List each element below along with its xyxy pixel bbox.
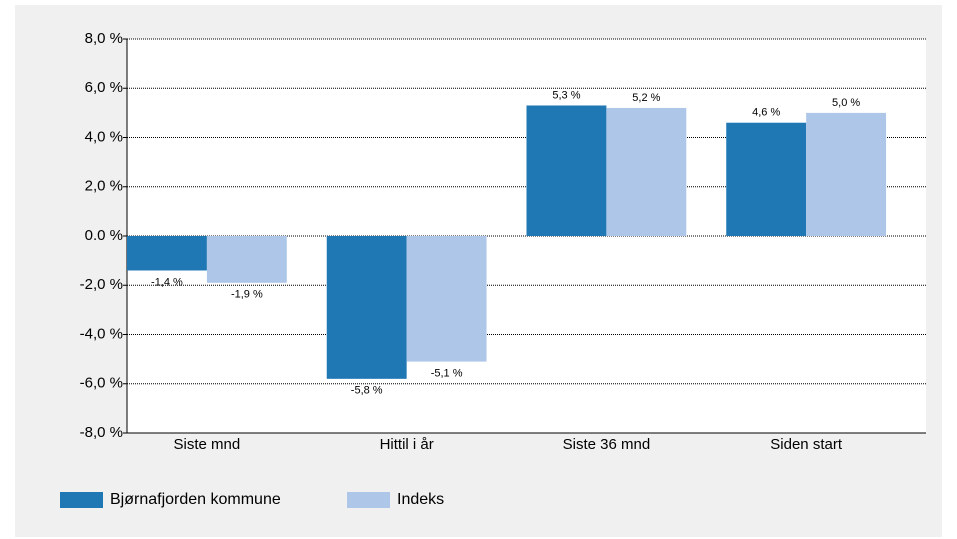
bar (806, 112, 887, 236)
value-label: -1,9 % (231, 289, 263, 301)
x-tick-label: Siste mnd (174, 436, 241, 453)
x-tick-label: Hittil i år (380, 436, 434, 453)
value-label: 4,6 % (752, 107, 780, 119)
value-label: 5,2 % (632, 92, 660, 104)
legend-label: Bjørnafjorden kommune (110, 491, 281, 508)
y-tick-label: -8,0 % (80, 424, 123, 441)
legend-swatch (347, 492, 390, 508)
bar (326, 236, 407, 379)
value-label: 5,3 % (552, 89, 580, 101)
bar (206, 236, 287, 283)
y-tick-label: 8,0 % (85, 30, 123, 47)
bar (406, 236, 487, 362)
y-tick-label: -6,0 % (80, 375, 123, 392)
x-tick-label: Siden start (770, 436, 843, 453)
y-tick-label: -4,0 % (80, 325, 123, 342)
value-label: 5,0 % (832, 97, 860, 109)
y-tick-label: -2,0 % (80, 276, 123, 293)
bar (726, 122, 807, 236)
y-tick-label: 0.0 % (85, 227, 123, 244)
value-label: -5,8 % (351, 385, 383, 397)
legend-swatch (60, 492, 103, 508)
y-tick-label: 6,0 % (85, 79, 123, 96)
y-tick-label: 2,0 % (85, 178, 123, 195)
y-tick-label: 4,0 % (85, 128, 123, 145)
value-label: -5,1 % (431, 367, 463, 379)
value-label: -1,4 % (151, 276, 183, 288)
bar (127, 236, 207, 271)
x-tick-label: Siste 36 mnd (563, 436, 651, 453)
bar (526, 105, 607, 236)
legend-label: Indeks (397, 491, 444, 508)
bar (606, 107, 687, 236)
